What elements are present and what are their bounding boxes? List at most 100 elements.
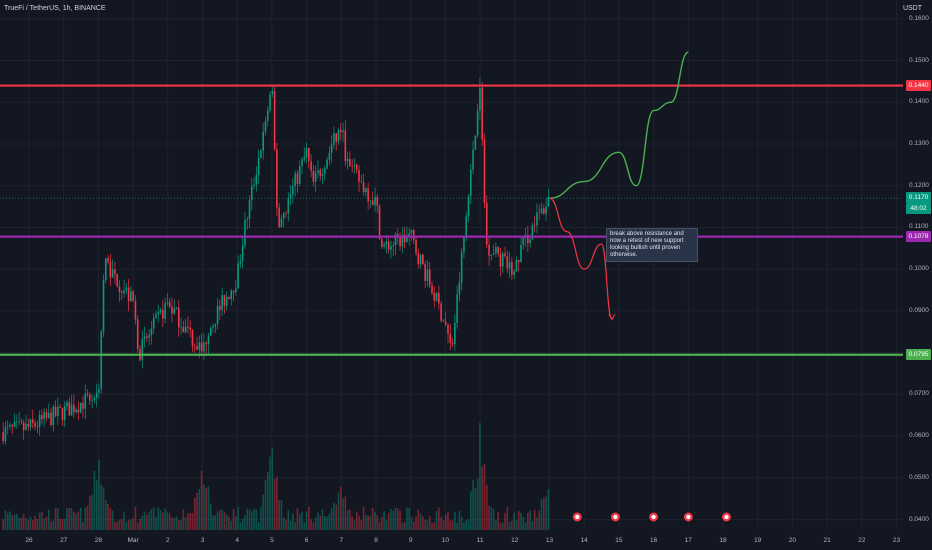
candle-body <box>483 139 486 204</box>
current-price-tag: 0.1170 <box>906 192 931 204</box>
volume-bar <box>82 522 84 530</box>
candle-body <box>447 324 449 334</box>
volume-bar <box>31 520 34 530</box>
volume-bar <box>203 484 205 530</box>
volume-bar <box>260 507 262 530</box>
candle-body <box>314 172 317 182</box>
candle-body <box>141 339 144 361</box>
candle-body <box>127 287 130 302</box>
volume-bar <box>292 513 294 530</box>
volume-bar <box>308 506 310 530</box>
volume-bar <box>485 484 488 530</box>
candle-body <box>9 424 11 427</box>
annotation-note[interactable]: break above resistance and now a retest … <box>606 228 698 262</box>
candle-body <box>485 203 488 245</box>
volume-bar <box>248 509 251 530</box>
candle-body <box>328 152 331 160</box>
volume-bar <box>36 519 39 530</box>
candle-body <box>232 290 235 293</box>
volume-bar <box>369 515 372 530</box>
candle-body <box>207 335 210 344</box>
volume-bar <box>399 510 401 530</box>
volume-bar <box>93 470 96 530</box>
volume-bar <box>476 478 479 530</box>
date-tick-label: 6 <box>304 537 309 544</box>
volume-bar <box>212 515 214 530</box>
candle-body <box>378 205 381 239</box>
candle-body <box>100 331 103 389</box>
volume-bar <box>123 511 125 530</box>
volume-bar <box>440 516 442 530</box>
candle-body <box>114 269 116 275</box>
volume-bar <box>253 508 255 530</box>
candle-body <box>355 164 358 170</box>
candle-body <box>241 245 244 261</box>
volume-bar <box>173 517 176 530</box>
volume-bar <box>180 519 182 530</box>
price-tick-label: 0.1200 <box>909 181 929 189</box>
candle-body <box>221 295 223 310</box>
volume-bar <box>403 522 406 530</box>
candle-body <box>164 303 166 319</box>
volume-bar <box>6 512 9 530</box>
resistance-price-tag: 0.1440 <box>906 80 931 92</box>
candle-body <box>449 333 452 343</box>
candle-body <box>134 301 137 320</box>
volume-bar <box>107 504 109 530</box>
currency-label: USDT <box>902 5 922 12</box>
volume-bar <box>104 499 107 530</box>
volume-bar <box>524 522 527 530</box>
volume-bar <box>479 422 481 530</box>
volume-bar <box>344 496 347 530</box>
candle-body <box>435 292 438 301</box>
volume-bar <box>225 514 228 530</box>
candle-body <box>223 295 226 306</box>
volume-bar <box>45 516 48 530</box>
candle-body <box>540 208 543 213</box>
volume-bar <box>419 513 422 530</box>
volume-bar <box>301 511 303 530</box>
volume-bar <box>250 511 253 530</box>
volume-bar <box>52 520 55 530</box>
candle-body <box>235 288 237 293</box>
volume-bar <box>9 511 11 530</box>
candle-body <box>454 323 456 345</box>
candle-body <box>50 412 52 426</box>
volume-bar <box>296 508 299 530</box>
volume-bar <box>303 522 306 530</box>
volume-bar <box>264 480 267 530</box>
candle-body <box>538 212 541 213</box>
candle-body <box>184 326 187 333</box>
candle-body <box>13 422 16 427</box>
volume-bar <box>547 489 550 530</box>
volume-bar <box>100 484 103 530</box>
candle-body <box>392 245 395 247</box>
date-tick-label: 23 <box>892 537 901 544</box>
candle-body <box>506 255 509 269</box>
candle-body <box>109 261 112 278</box>
volume-bar <box>116 521 119 530</box>
volume-bar <box>148 512 150 530</box>
candle-body <box>198 342 201 350</box>
volume-bar <box>454 511 456 530</box>
candle-body <box>244 220 246 246</box>
volume-bar <box>460 516 463 530</box>
volume-bar <box>27 519 30 530</box>
volume-bar <box>365 514 367 530</box>
volume-bar <box>531 521 534 530</box>
volume-bar <box>353 520 356 530</box>
volume-bar <box>262 494 265 530</box>
volume-bar <box>442 520 445 530</box>
volume-bar <box>84 507 87 530</box>
volume-bar <box>312 522 315 530</box>
volume-bar <box>111 510 114 530</box>
volume-bar <box>294 522 296 530</box>
volume-bar <box>374 511 376 530</box>
date-tick-label: 26 <box>25 537 33 544</box>
volume-bar <box>438 507 440 530</box>
volume-bar <box>244 515 246 530</box>
volume-bar <box>465 520 468 530</box>
volume-bar <box>545 496 547 530</box>
candle-body <box>476 110 479 136</box>
